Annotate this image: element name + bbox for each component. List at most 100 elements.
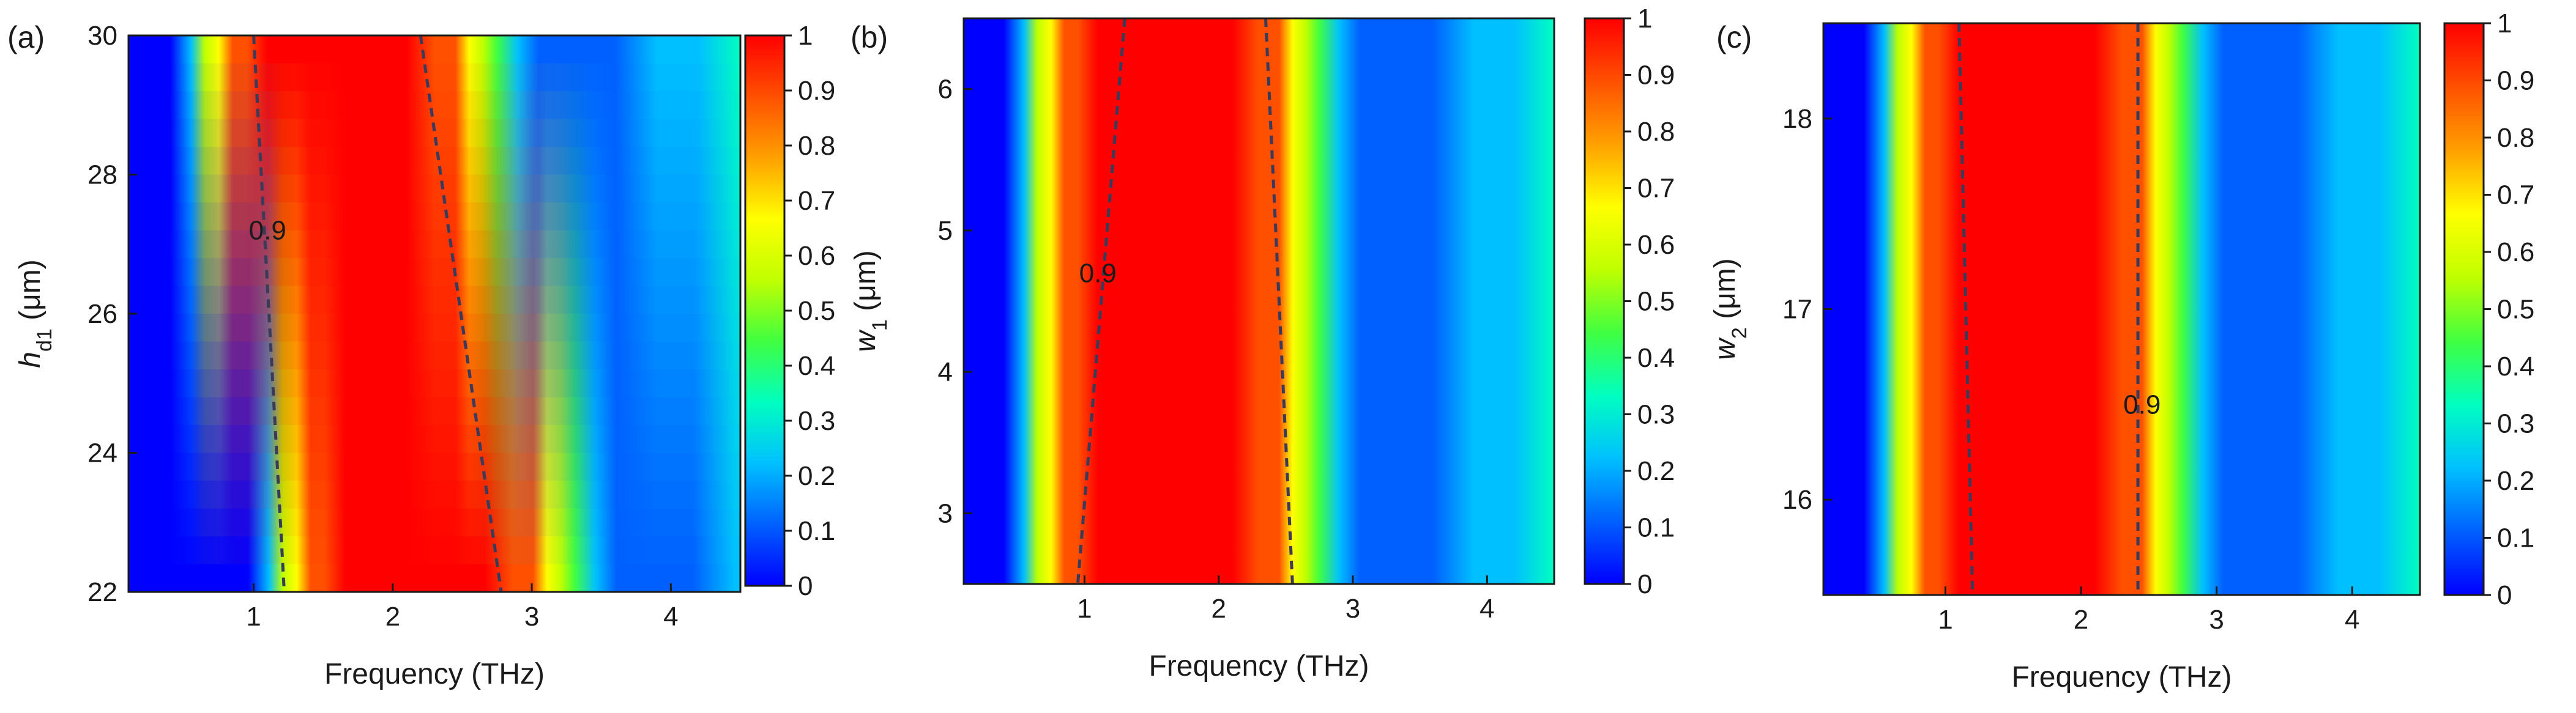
contour-line-right	[1264, 18, 1294, 585]
contour-line-left	[252, 35, 286, 593]
x-tick-label: 2	[1211, 594, 1226, 624]
colorbar-tick-label: 0	[1637, 569, 1652, 599]
y-tick-label: 5	[938, 216, 953, 246]
colorbar-tick-label: 0.2	[2497, 466, 2534, 496]
heatmap-band	[128, 341, 740, 370]
heatmap-band	[1823, 566, 2420, 596]
y-tick-label: 17	[1782, 295, 1812, 325]
colorbar-tick-label: 0	[798, 571, 813, 601]
colorbar-tick-label: 0.5	[798, 296, 835, 326]
y-axis-ticks: 22 24 26 28 30	[87, 21, 137, 607]
heatmap-band	[128, 174, 740, 203]
contour-label: 0.9	[249, 216, 286, 246]
heatmap-band	[1823, 80, 2420, 110]
colorbar-gradient	[745, 35, 784, 586]
x-axis-ticks: 1 2 3 4	[246, 583, 679, 632]
heatmap-band	[964, 555, 1554, 585]
heatmap-band	[964, 358, 1554, 387]
heatmap-band	[964, 471, 1554, 500]
heatmap-band	[128, 425, 740, 454]
heatmap-band	[128, 202, 740, 231]
colorbar-tick-label: 0.7	[798, 186, 835, 216]
heatmap-band	[964, 160, 1554, 189]
heatmap-band	[964, 301, 1554, 330]
y-tick-label: 16	[1782, 485, 1812, 515]
colorbar-tick-label: 0.8	[798, 131, 835, 161]
contour-label: 0.9	[1079, 258, 1117, 288]
contour-lines	[1076, 18, 1294, 585]
heatmap-band	[128, 314, 740, 342]
heatmap-band	[128, 91, 740, 120]
x-tick-label: 3	[2209, 605, 2224, 635]
y-tick-label: 22	[87, 577, 117, 607]
heatmap-band	[128, 369, 740, 398]
heatmap-band	[1823, 109, 2420, 138]
colorbar-tick-label: 0.4	[2497, 352, 2534, 382]
contour-line-left	[1076, 18, 1126, 585]
colorbar-tick-label: 0.3	[1637, 400, 1675, 430]
colorbar-tick-label: 0.6	[798, 241, 835, 271]
heatmap-band	[1823, 309, 2420, 339]
plot-frame	[962, 17, 1555, 585]
colorbar-ticks: 0 0.1 0.2 0.3 0.4 0.5 0.6 0.7 0.8 0.9 1	[1624, 4, 1675, 599]
heatmap-band	[964, 216, 1554, 245]
heatmap-plot-area	[128, 35, 740, 593]
colorbar-tick-label: 0.5	[1637, 287, 1675, 317]
x-tick-label: 2	[2074, 605, 2088, 635]
heatmap-band	[128, 258, 740, 287]
contour-lines	[252, 35, 503, 593]
heatmap-band	[964, 18, 1554, 48]
heatmap-band	[964, 329, 1554, 358]
heatmap-band	[1823, 252, 2420, 281]
colorbar	[2443, 22, 2485, 596]
colorbar-tick-label: 0.3	[2497, 409, 2534, 439]
y-tick-label: 3	[938, 498, 953, 528]
colorbar-gradient	[2444, 23, 2484, 595]
panel-b: 1 2 3 4 3 4 5 6 (b) Frequency (THz) w1 (μm) 0.…	[849, 4, 1675, 682]
heatmap-band	[1823, 452, 2420, 481]
heatmap-band	[128, 35, 740, 64]
heatmap-plot-area	[964, 18, 1554, 585]
y-tick-label: 4	[938, 357, 953, 387]
x-tick-label: 1	[1938, 605, 1952, 635]
heatmap-band	[1823, 509, 2420, 539]
heatmap-band	[128, 564, 740, 593]
contour-lines	[1957, 23, 2140, 596]
colorbar-tick-label: 0.8	[1637, 117, 1675, 147]
heatmap-band	[128, 481, 740, 509]
heatmap-band	[1823, 366, 2420, 396]
heatmap-band	[964, 273, 1554, 302]
colorbar-tick-label: 0.6	[2497, 237, 2534, 267]
panel-label: (a)	[7, 20, 45, 54]
heatmap-plot-area	[1823, 23, 2420, 596]
colorbar-ticks: 0 0.1 0.2 0.3 0.4 0.5 0.6 0.7 0.8 0.9 1	[784, 21, 835, 601]
heatmap-band	[128, 453, 740, 481]
heatmap-band	[128, 147, 740, 175]
contour-line-left	[1957, 23, 1975, 596]
y-tick-label: 26	[87, 299, 117, 329]
heatmap-band	[1823, 138, 2420, 167]
y-tick-label: 30	[87, 21, 117, 51]
panel-label: (c)	[1716, 20, 1752, 54]
heatmap-band	[964, 131, 1554, 161]
colorbar-tick-label: 0.7	[2497, 180, 2534, 210]
x-tick-label: 4	[663, 602, 678, 632]
heatmap-band	[1823, 23, 2420, 53]
colorbar-tick-label: 0.4	[1637, 343, 1675, 373]
heatmap-band	[128, 230, 740, 259]
heatmap-band	[1823, 423, 2420, 453]
x-tick-label: 4	[2345, 605, 2359, 635]
colorbar-tick-label: 0.2	[798, 461, 835, 491]
heatmap-band	[128, 536, 740, 565]
heatmap-band	[964, 103, 1554, 132]
heatmap-band	[1823, 194, 2420, 224]
heatmap-band	[964, 75, 1554, 104]
panel-a: 1 2 3 4 22 24 26 28 30 (a) Frequency (THz) hd1 …	[7, 20, 835, 690]
colorbar-tick-label: 0.7	[1637, 174, 1675, 204]
heatmap-band	[964, 386, 1554, 415]
heatmap-band	[128, 397, 740, 426]
colorbar-tick-label: 0.3	[798, 406, 835, 436]
x-tick-label: 4	[1480, 594, 1494, 624]
